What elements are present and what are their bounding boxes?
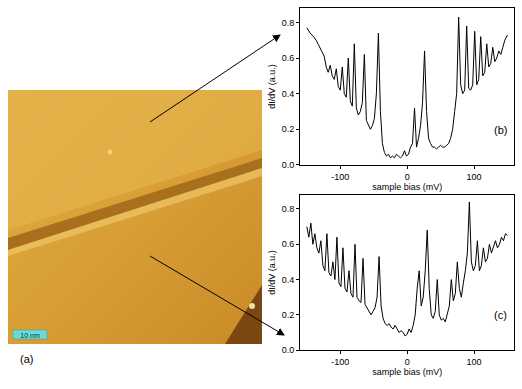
svg-text:0: 0 [405, 172, 410, 182]
svg-text:0.0: 0.0 [282, 160, 295, 170]
svg-text:100: 100 [467, 172, 482, 182]
svg-text:-100: -100 [331, 172, 349, 182]
svg-text:100: 100 [467, 357, 482, 367]
svg-text:(a): (a) [20, 353, 33, 365]
svg-text:(c): (c) [494, 309, 507, 321]
svg-text:0.4: 0.4 [282, 89, 295, 99]
svg-text:0.6: 0.6 [282, 239, 295, 249]
svg-text:0.2: 0.2 [282, 310, 295, 320]
svg-text:0: 0 [405, 357, 410, 367]
svg-text:0.8: 0.8 [282, 204, 295, 214]
svg-text:10 nm: 10 nm [20, 332, 40, 339]
svg-text:0.6: 0.6 [282, 53, 295, 63]
svg-text:0.4: 0.4 [282, 275, 295, 285]
svg-text:sample bias (mV): sample bias (mV) [372, 367, 442, 377]
svg-text:dI/dV (a.u.): dI/dV (a.u.) [267, 250, 277, 295]
svg-text:sample bias (mV): sample bias (mV) [372, 182, 442, 192]
svg-text:(b): (b) [494, 124, 507, 136]
svg-text:0.8: 0.8 [282, 18, 295, 28]
svg-text:-100: -100 [331, 357, 349, 367]
svg-text:0.2: 0.2 [282, 124, 295, 134]
svg-text:dI/dV (a.u.): dI/dV (a.u.) [267, 64, 277, 109]
svg-text:0.0: 0.0 [282, 345, 295, 355]
